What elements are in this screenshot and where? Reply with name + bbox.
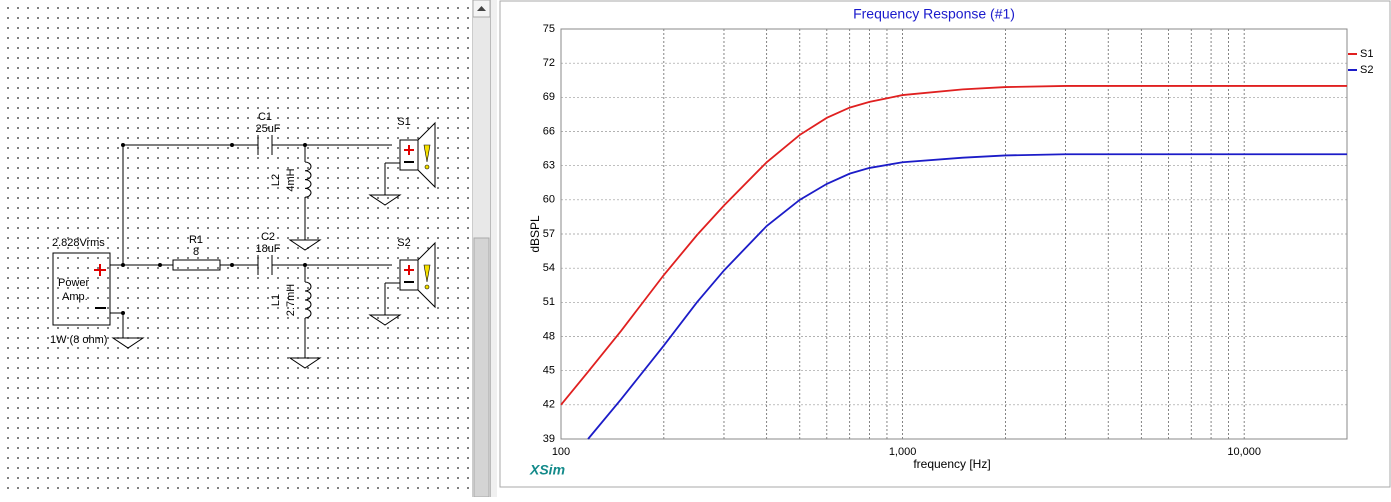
y-tick-label: 48 (543, 330, 555, 342)
plot-area (560, 28, 1348, 440)
amp-label: Power (58, 277, 90, 289)
scrollbar-graphics (472, 0, 491, 498)
speaker-s2 (399, 241, 436, 309)
y-tick-label: 75 (543, 23, 555, 35)
brand: XSim (529, 462, 565, 478)
schematic-panel: 2.828Vrms Power Amp. 1W (8 ohm) C1 25uF … (0, 0, 472, 497)
component-name: R1 (189, 234, 203, 246)
component-name: L2 (270, 174, 282, 186)
y-tick-label: 66 (543, 125, 555, 137)
y-tick-label: 63 (543, 160, 555, 172)
component-value: 2.7mH (285, 284, 297, 316)
inductors (304, 161, 312, 319)
series-line (560, 85, 1347, 406)
y-tick-label: 45 (543, 365, 555, 377)
plus-sign (94, 264, 106, 276)
component-name: C1 (258, 111, 272, 123)
junctions (121, 143, 307, 315)
legend-label: S1 (1360, 48, 1373, 60)
y-tick-label: 57 (543, 228, 555, 240)
amp-label: Amp. (62, 291, 88, 303)
x-tick-label: 1,000 (889, 446, 917, 458)
power-amp (52, 252, 111, 326)
legend-label: S2 (1360, 64, 1373, 76)
schematic: 2.828Vrms Power Amp. 1W (8 ohm) C1 25uF … (50, 111, 436, 369)
speaker-s1 (399, 121, 436, 189)
splitter[interactable] (490, 0, 497, 497)
resistor (172, 259, 221, 271)
chart-frame (499, 0, 1391, 488)
arrow (477, 6, 486, 11)
grounds (111, 162, 402, 369)
y-tick-label: 39 (543, 433, 555, 445)
x-axis-label: frequency [Hz] (913, 457, 990, 471)
y-tick-label: 69 (543, 91, 555, 103)
y-tick-label: 51 (543, 296, 555, 308)
component-value: 4mH (285, 168, 297, 191)
component-name: C2 (261, 231, 275, 243)
chart-title: Frequency Response (#1) (853, 6, 1015, 22)
component-name: S1 (397, 116, 410, 128)
component-name: S2 (397, 237, 410, 249)
y-tick-label: 60 (543, 194, 555, 206)
x-tick-label: 10,000 (1227, 446, 1261, 458)
y-axis-label: dBSPL (528, 215, 542, 253)
wires (110, 144, 392, 358)
source-voltage: 2.828Vrms (52, 237, 105, 249)
scrollbar[interactable] (472, 0, 491, 498)
capacitors (257, 135, 273, 275)
component-name: L1 (270, 294, 282, 306)
amp-rating: 1W (8 ohm) (50, 334, 107, 346)
scroll-thumb[interactable] (473, 237, 490, 498)
series-line (587, 153, 1347, 440)
x-tick-label: 100 (552, 446, 570, 458)
y-tick-label: 72 (543, 57, 555, 69)
y-tick-label: 42 (543, 399, 555, 411)
component-value: 25uF (255, 123, 280, 135)
component-value: 8 (193, 246, 199, 258)
y-tick-label: 54 (543, 262, 555, 274)
component-value: 18uF (255, 243, 280, 255)
